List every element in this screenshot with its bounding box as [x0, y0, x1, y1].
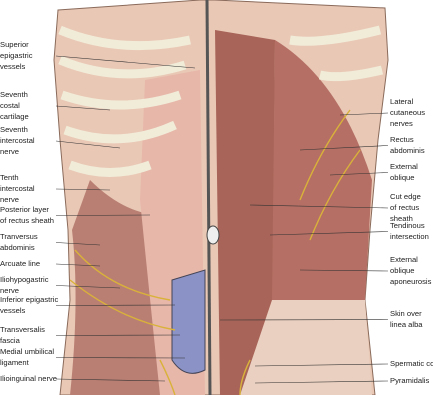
right-label: oblique [390, 266, 415, 275]
labels: Superior epigastric vessels Seventh costal ca… [0, 40, 433, 385]
left-label: nerve [0, 147, 19, 156]
right-label: of rectus [390, 203, 419, 212]
right-label: Rectus [390, 135, 414, 144]
leader-line [55, 105, 111, 111]
left-label: intercostal [0, 136, 35, 145]
left-label: Seventh [0, 90, 28, 99]
left-label: Medial umbilical [0, 347, 54, 356]
left-label: Inferior epigastric [0, 295, 58, 304]
leader-line [299, 145, 389, 151]
left-label: Superior [0, 40, 29, 49]
leader-line [254, 363, 389, 367]
leader-line [55, 242, 101, 246]
right-label: Spermatic corc [390, 359, 433, 368]
leader-line [299, 269, 389, 272]
right-label: oblique [390, 173, 415, 182]
right-label: Skin over [390, 309, 422, 318]
right-label: Pyramidalis [390, 376, 429, 385]
left-label: Tenth [0, 173, 19, 182]
left-label: abdominis [0, 243, 35, 252]
leader-line [55, 188, 111, 191]
leader-line [55, 263, 101, 267]
leader-line [55, 140, 121, 149]
right-label: Lateral [390, 97, 414, 106]
leader-line [55, 214, 151, 216]
left-label: Transversalis [0, 325, 45, 334]
right-label: External [390, 162, 418, 171]
left-label: nerve [0, 286, 19, 295]
leader-line [219, 319, 389, 321]
leader-line [254, 380, 389, 384]
right-label: nerves [390, 119, 413, 128]
left-label: intercostal [0, 184, 35, 193]
left-label: of rectus sheath [0, 216, 54, 225]
left-label: Tranversus [0, 232, 38, 241]
leader-line [55, 55, 196, 69]
right-label: Tendinous [390, 221, 425, 230]
right-label: cutaneous [390, 108, 425, 117]
left-label: costal [0, 101, 20, 110]
right-label: aponeurosis [390, 277, 432, 286]
right-label: sheath [390, 214, 413, 223]
left-label: Posterior layer [0, 205, 49, 214]
left-label: Ilioinguinal nerve [0, 374, 57, 383]
leader-line [55, 334, 181, 336]
left-label: fascia [0, 336, 21, 345]
left-label: vessels [0, 62, 26, 71]
leader-line [329, 172, 389, 176]
illustration [53, 0, 389, 395]
leader-line [55, 357, 186, 359]
left-label: Iliohypogastric [0, 275, 49, 284]
left-label: epigastric [0, 51, 33, 60]
left-label: nerve [0, 195, 19, 204]
left-label: cartilage [0, 112, 29, 121]
leader-line [269, 231, 389, 236]
right-label: linea alba [390, 320, 423, 329]
leader-line [55, 304, 176, 306]
right-label: abdominis [390, 146, 425, 155]
left-label: ligament [0, 358, 30, 367]
leader-line [249, 204, 389, 209]
leader-line [55, 285, 121, 289]
left-label: Arcuate line [0, 259, 40, 268]
right-label: External [390, 255, 418, 264]
left-label: vessels [0, 306, 26, 315]
leader-line [55, 378, 166, 382]
right-label: Cut edge [390, 192, 421, 201]
leader-line [339, 112, 389, 116]
right-label: intersection [390, 232, 429, 241]
left-label: Seventh [0, 125, 28, 134]
